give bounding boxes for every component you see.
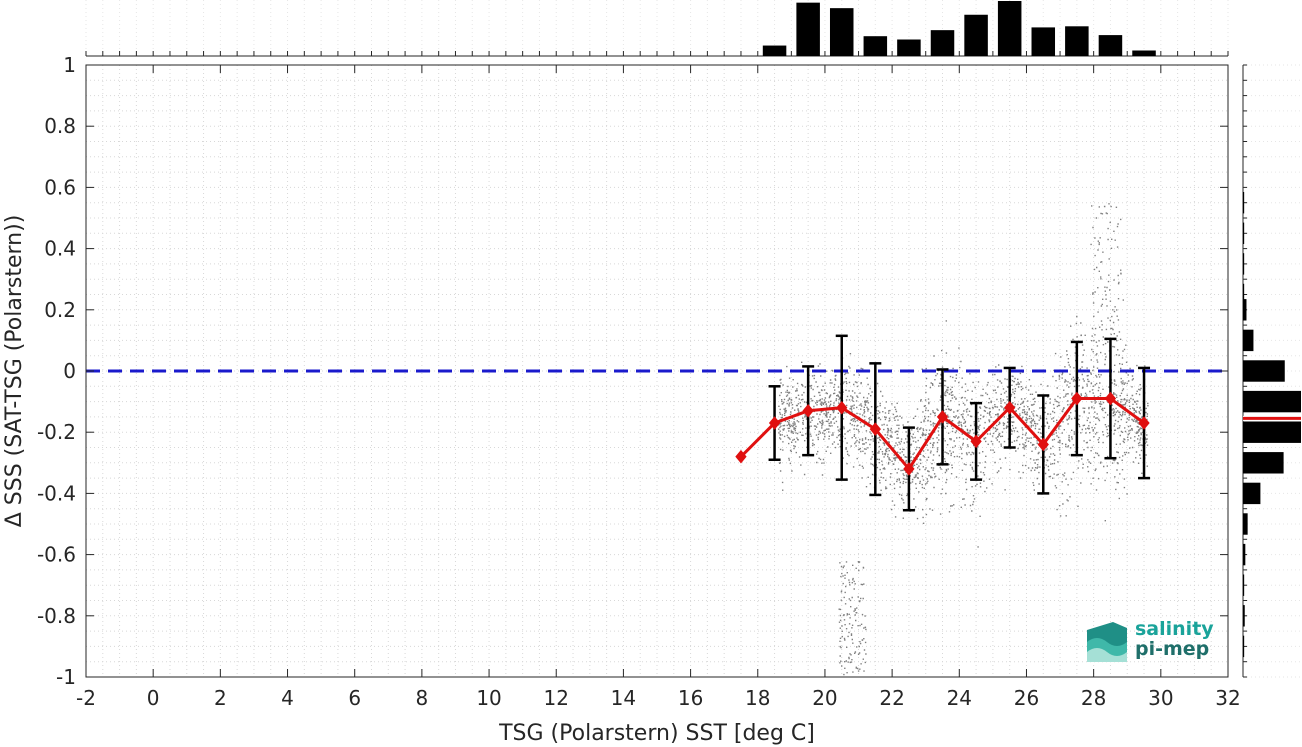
y-tick-label: 0.2 <box>44 298 76 322</box>
sst-hist-bar <box>930 30 955 56</box>
dsss-hist-bar <box>1243 283 1245 306</box>
x-tick-label: 12 <box>544 686 569 710</box>
mean-marker <box>869 422 881 436</box>
x-tick-label: 20 <box>812 686 837 710</box>
x-tick-label: 16 <box>678 686 703 710</box>
mean-marker <box>802 403 814 418</box>
sst-hist-bar <box>1031 27 1056 56</box>
y-tick-label: 0 <box>63 359 76 383</box>
sst-hist-bar <box>964 14 988 56</box>
x-tick-label: 18 <box>745 686 770 710</box>
x-tick-label: 4 <box>281 686 294 710</box>
logo-text-salinity: salinity <box>1135 618 1214 640</box>
y-tick-label: -0.4 <box>37 481 76 505</box>
sst-hist-bar <box>1132 50 1156 56</box>
x-tick-label: 2 <box>214 686 227 710</box>
dsss-hist-bar <box>1243 299 1247 321</box>
mean-markers <box>735 391 1150 476</box>
y-tick-label: 0.6 <box>44 175 76 199</box>
y-tick-labels: -1 -0.8 -0.6 -0.4 -0.2 0 0.2 0.4 0.6 0.8 1 <box>37 53 76 689</box>
mean-marker <box>1071 391 1083 406</box>
x-tick-label: 32 <box>1215 686 1240 710</box>
dsss-hist-bar <box>1243 482 1261 505</box>
dsss-hist-bar <box>1243 635 1245 658</box>
mean-marker <box>836 400 848 415</box>
sst-hist-bar <box>863 36 888 56</box>
dsss-hist-bar <box>1243 329 1254 352</box>
sst-hist-bar <box>997 1 1022 56</box>
dsss-hist-bar <box>1243 222 1245 245</box>
dsss-hist-bar <box>1243 605 1245 627</box>
axis-ticks <box>85 64 1229 678</box>
scatter-points <box>777 203 1149 676</box>
dsss-hist-bar <box>1243 253 1245 275</box>
x-tick-label: 24 <box>947 686 972 710</box>
dsss-hist-bar <box>1243 421 1301 443</box>
x-tick-label: 6 <box>348 686 361 710</box>
dsss-hist-bar <box>1243 574 1245 596</box>
mean-marker <box>735 449 747 464</box>
sst-hist-bar <box>762 45 787 56</box>
y-tick-label: -0.2 <box>37 420 76 444</box>
x-tick-label: 30 <box>1148 686 1173 710</box>
sst-hist-bar <box>829 8 854 56</box>
x-tick-label: 28 <box>1081 686 1106 710</box>
mean-marker <box>903 462 915 476</box>
sst-histogram <box>85 0 1229 57</box>
sst-hist-bar <box>1065 26 1089 56</box>
scatter-cloud <box>777 203 1149 676</box>
x-tick-label: 22 <box>879 686 904 710</box>
x-tick-label: 14 <box>611 686 636 710</box>
y-tick-label: 0.8 <box>44 114 76 138</box>
dsss-hist-bar <box>1243 513 1248 535</box>
x-tick-label: -2 <box>76 686 96 710</box>
x-tick-label: 8 <box>416 686 429 710</box>
y-axis-label: Δ SSS (SAT-TSG (Polarstern)) <box>2 215 27 528</box>
main-plot <box>85 64 1229 678</box>
sst-hist-bar <box>796 2 820 56</box>
mean-marker <box>1004 400 1016 415</box>
y-tick-label: 0.4 <box>44 237 76 261</box>
mean-marker <box>1037 437 1049 452</box>
x-tick-label: 0 <box>147 686 160 710</box>
dsss-hist-bar <box>1243 390 1301 413</box>
dsss-hist-bar <box>1243 360 1285 382</box>
mean-marker <box>1104 391 1117 406</box>
dsss-hist-bar <box>1243 543 1246 566</box>
y-tick-label: -0.6 <box>37 543 76 567</box>
salinity-pi-mep-logo: salinity pi-mep <box>1083 618 1223 668</box>
x-tick-label: 26 <box>1014 686 1039 710</box>
y-tick-label: -1 <box>56 665 76 689</box>
logo-waves-icon <box>1087 622 1127 662</box>
sst-hist-bar <box>897 39 921 56</box>
dsss-histogram <box>1242 64 1302 678</box>
mean-marker <box>970 434 982 449</box>
sst-hist-bar <box>1098 35 1123 56</box>
mean-marker <box>936 410 949 424</box>
dsss-hist-bar <box>1243 191 1245 214</box>
logo-text-pi-mep: pi-mep <box>1135 638 1210 660</box>
mean-marker <box>1138 416 1150 430</box>
y-tick-label: 1 <box>63 53 76 77</box>
y-tick-label: -0.8 <box>37 604 76 628</box>
dsss-hist-bar <box>1243 452 1284 474</box>
x-tick-label: 10 <box>476 686 501 710</box>
x-axis-label: TSG (Polarstern) SST [deg C] <box>498 721 815 746</box>
x-tick-labels: -2 0 2 4 6 8 10 12 14 16 18 20 22 24 26 28 30 32 <box>76 686 1241 710</box>
mean-marker <box>768 416 781 430</box>
